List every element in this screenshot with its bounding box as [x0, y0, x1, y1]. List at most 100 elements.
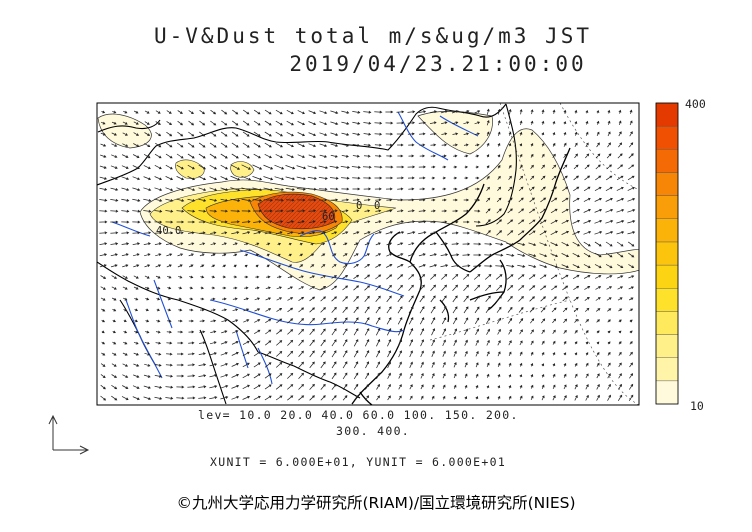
wind-arrow	[320, 339, 326, 347]
wind-arrow	[200, 286, 205, 290]
wind-arrow	[374, 165, 383, 169]
wind-arrow	[308, 154, 316, 158]
wind-arrow	[376, 372, 380, 379]
wind-arrow	[230, 198, 241, 202]
wind-arrow	[508, 351, 512, 357]
wind-arrow	[616, 241, 624, 247]
wind-arrow	[507, 208, 513, 214]
wind-arrow	[342, 372, 348, 380]
wind-arrow	[111, 384, 118, 390]
wind-arrow	[431, 187, 436, 191]
wind-arrow	[441, 306, 447, 314]
wind-arrow	[341, 154, 349, 158]
wind-arrow	[243, 297, 249, 301]
wind-arrow	[473, 264, 482, 268]
wind-arrow	[419, 274, 426, 280]
wind-arrow	[308, 121, 317, 126]
wind-arrow	[231, 384, 240, 389]
wind-arrow	[320, 264, 326, 268]
wind-arrow	[187, 385, 196, 389]
wind-arrow	[187, 374, 196, 378]
wind-arrow	[596, 319, 600, 323]
wind-arrow	[594, 230, 603, 235]
wind-arrow	[563, 373, 567, 378]
wind-arrow	[285, 187, 295, 191]
wind-arrow	[176, 153, 184, 159]
wind-arrow	[155, 110, 161, 114]
colorbar-swatch	[655, 311, 679, 335]
wind-arrow	[319, 187, 328, 191]
wind-arrow	[266, 264, 270, 268]
wind-arrow	[486, 339, 490, 346]
wind-arrow	[486, 197, 491, 203]
wind-arrow	[342, 383, 348, 390]
wind-arrow	[309, 383, 315, 390]
map-timestamp: 2019/04/23.21:00:00	[289, 52, 587, 76]
wind-arrow	[430, 295, 436, 303]
wind-arrow	[409, 384, 413, 390]
wind-arrow	[287, 350, 294, 357]
wind-arrow	[231, 120, 239, 126]
wind-arrow	[143, 176, 152, 181]
wind-arrow	[385, 176, 394, 180]
wind-arrow	[154, 220, 163, 224]
wind-arrow	[319, 198, 328, 202]
wind-arrow	[518, 219, 525, 225]
wind-arrow	[550, 274, 558, 280]
wind-arrow	[254, 286, 260, 290]
wind-arrow	[508, 143, 512, 147]
wind-arrow	[606, 275, 613, 279]
wind-arrow	[187, 176, 196, 181]
wind-arrow	[363, 187, 372, 191]
wind-arrow	[574, 153, 578, 159]
wind-arrow	[230, 187, 241, 192]
wind-arrow	[375, 306, 381, 314]
wind-arrow	[584, 286, 591, 290]
wind-arrow	[166, 131, 173, 137]
wind-arrow	[187, 153, 195, 159]
wind-arrow	[165, 231, 174, 235]
wind-arrow	[453, 373, 457, 379]
wind-arrow	[540, 186, 546, 192]
wind-arrow	[473, 242, 482, 246]
wind-arrow	[155, 275, 161, 279]
wind-arrow	[562, 296, 568, 302]
wind-arrow	[189, 275, 194, 279]
wind-arrow	[596, 142, 600, 148]
wind-arrow	[297, 143, 306, 148]
wind-arrow	[508, 395, 512, 400]
wind-arrow	[353, 339, 359, 347]
wind-arrow	[574, 384, 578, 390]
wind-arrow	[342, 264, 348, 268]
wind-arrow	[585, 153, 590, 159]
wind-arrow	[254, 319, 261, 323]
wind-arrow	[298, 318, 305, 324]
wind-arrow	[276, 329, 283, 335]
wind-arrow	[286, 220, 295, 224]
wind-arrow	[122, 121, 128, 125]
wind-arrow	[541, 363, 545, 367]
wind-arrow	[123, 319, 127, 323]
wind-arrow	[276, 351, 283, 357]
wind-arrow	[627, 241, 635, 247]
wind-arrow	[263, 209, 273, 213]
wind-arrow	[121, 198, 130, 202]
wind-arrow	[463, 132, 469, 136]
wind-arrow	[143, 231, 152, 235]
wind-arrow	[264, 340, 272, 346]
wind-arrow	[353, 209, 360, 213]
wind-arrow	[287, 286, 293, 290]
wind-arrow	[209, 220, 217, 224]
wind-arrow	[397, 209, 404, 213]
wind-arrow	[154, 176, 163, 181]
wind-arrow	[497, 395, 501, 400]
wind-arrow	[607, 142, 611, 148]
wind-arrow	[122, 363, 129, 367]
wind-arrow	[209, 131, 217, 137]
wind-arrow	[320, 296, 326, 302]
wind-arrow	[287, 307, 294, 313]
wind-arrow	[364, 274, 371, 280]
wind-arrow	[363, 121, 372, 125]
wind-arrow	[396, 121, 405, 125]
wind-arrow	[297, 154, 305, 159]
